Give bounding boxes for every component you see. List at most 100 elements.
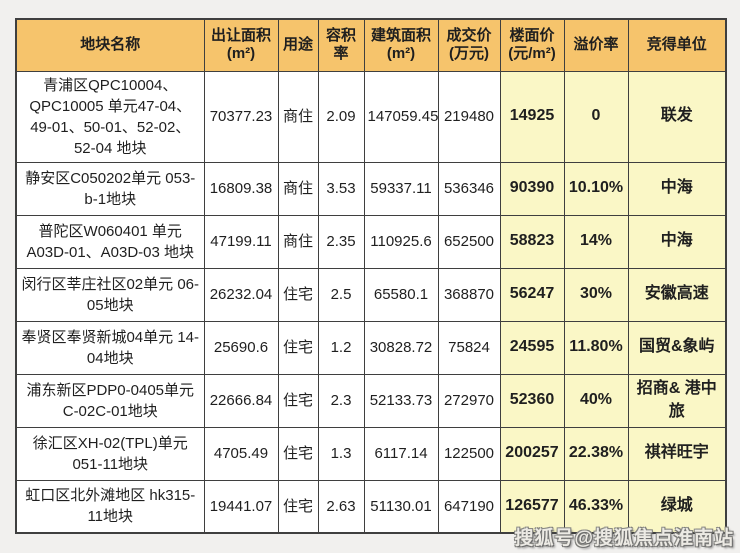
- floor-price-cell: 14925: [499, 70, 565, 163]
- building-area-cell: 52133.73: [363, 373, 439, 428]
- header-unit: (m²): [226, 45, 256, 63]
- table-row: 闵行区莘庄社区02单元 06-05地块 26232.04 住宅 2.5 6558…: [15, 267, 727, 322]
- premium-rate-cell: 40%: [563, 373, 629, 428]
- col-header-parcel-name: 地块名称: [15, 18, 205, 72]
- winner-cell: 中海: [627, 161, 727, 216]
- col-header-transfer-area: 出让面积 (m²): [203, 18, 279, 72]
- premium-rate-cell: 11.80%: [563, 320, 629, 375]
- table-row: 青浦区QPC10004、QPC10005 单元47-04、49-01、50-01…: [15, 70, 727, 163]
- floor-price-cell: 90390: [499, 161, 565, 216]
- transfer-area-cell: 4705.49: [203, 426, 279, 481]
- header-label: 出让面积: [210, 26, 271, 44]
- floor-price-cell: 126577: [499, 479, 565, 534]
- transfer-area-cell: 22666.84: [203, 373, 279, 428]
- table-row: 静安区C050202单元 053-b-1地块 16809.38 商住 3.53 …: [15, 161, 727, 216]
- land-transaction-table: 地块名称 出让面积 (m²) 用途 容积率 建筑面积 (m²) 成交价 (万元) 楼面…: [15, 18, 727, 534]
- deal-price-cell: 272970: [437, 373, 501, 428]
- floor-price-cell: 58823: [499, 214, 565, 269]
- table-row: 奉贤区奉贤新城04单元 14-04地块 25690.6 住宅 1.2 30828…: [15, 320, 727, 375]
- transfer-area-cell: 26232.04: [203, 267, 279, 322]
- parcel-name-cell: 虹口区北外滩地区 hk315-11地块: [15, 479, 205, 534]
- building-area-cell: 147059.45: [363, 70, 439, 163]
- parcel-name-cell: 浦东新区PDP0-0405单元 C-02C-01地块: [15, 373, 205, 428]
- deal-price-cell: 536346: [437, 161, 501, 216]
- col-header-use-type: 用途: [277, 18, 319, 72]
- header-label: 溢价率: [573, 35, 619, 53]
- parcel-name-cell: 闵行区莘庄社区02单元 06-05地块: [15, 267, 205, 322]
- table-row: 徐汇区XH-02(TPL)单元 051-11地块 4705.49 住宅 1.3 …: [15, 426, 727, 481]
- col-header-floor-price: 楼面价 (元/m²): [499, 18, 565, 72]
- header-label: 用途: [282, 35, 313, 53]
- deal-price-cell: 122500: [437, 426, 501, 481]
- header-unit: (元/m²): [508, 45, 556, 63]
- header-unit: (万元): [449, 45, 489, 63]
- transfer-area-cell: 16809.38: [203, 161, 279, 216]
- building-area-cell: 30828.72: [363, 320, 439, 375]
- plot-ratio-cell: 2.09: [317, 70, 365, 163]
- deal-price-cell: 219480: [437, 70, 501, 163]
- deal-price-cell: 368870: [437, 267, 501, 322]
- col-header-deal-price: 成交价 (万元): [437, 18, 501, 72]
- building-area-cell: 65580.1: [363, 267, 439, 322]
- col-header-building-area: 建筑面积 (m²): [363, 18, 439, 72]
- transfer-area-cell: 25690.6: [203, 320, 279, 375]
- deal-price-cell: 652500: [437, 214, 501, 269]
- use-type-cell: 商住: [277, 214, 319, 269]
- table-row: 虹口区北外滩地区 hk315-11地块 19441.07 住宅 2.63 511…: [15, 479, 727, 534]
- winner-cell: 招商& 港中旅: [627, 373, 727, 428]
- header-label: 容积率: [325, 26, 356, 63]
- winner-cell: 祺祥旺宇: [627, 426, 727, 481]
- premium-rate-cell: 10.10%: [563, 161, 629, 216]
- plot-ratio-cell: 2.5: [317, 267, 365, 322]
- header-label: 建筑面积: [370, 26, 431, 44]
- parcel-name-cell: 普陀区W060401 单元 A03D-01、A03D-03 地块: [15, 214, 205, 269]
- floor-price-cell: 24595: [499, 320, 565, 375]
- premium-rate-cell: 0: [563, 70, 629, 163]
- watermark: 搜狐号@搜狐焦点淮南站: [514, 528, 734, 549]
- table-row: 普陀区W060401 单元 A03D-01、A03D-03 地块 47199.1…: [15, 214, 727, 269]
- use-type-cell: 住宅: [277, 267, 319, 322]
- use-type-cell: 住宅: [277, 320, 319, 375]
- transfer-area-cell: 70377.23: [203, 70, 279, 163]
- winner-cell: 绿城: [627, 479, 727, 534]
- building-area-cell: 59337.11: [363, 161, 439, 216]
- premium-rate-cell: 46.33%: [563, 479, 629, 534]
- use-type-cell: 住宅: [277, 426, 319, 481]
- plot-ratio-cell: 2.3: [317, 373, 365, 428]
- use-type-cell: 住宅: [277, 479, 319, 534]
- parcel-name-cell: 静安区C050202单元 053-b-1地块: [15, 161, 205, 216]
- building-area-cell: 51130.01: [363, 479, 439, 534]
- use-type-cell: 商住: [277, 70, 319, 163]
- plot-ratio-cell: 3.53: [317, 161, 365, 216]
- header-label: 成交价: [446, 26, 492, 44]
- plot-ratio-cell: 1.2: [317, 320, 365, 375]
- header-label: 地块名称: [80, 35, 141, 53]
- winner-cell: 国贸&象屿: [627, 320, 727, 375]
- parcel-name-cell: 奉贤区奉贤新城04单元 14-04地块: [15, 320, 205, 375]
- floor-price-cell: 52360: [499, 373, 565, 428]
- header-label: 竞得单位: [646, 35, 707, 53]
- table-row: 浦东新区PDP0-0405单元 C-02C-01地块 22666.84 住宅 2…: [15, 373, 727, 428]
- parcel-name-cell: 徐汇区XH-02(TPL)单元 051-11地块: [15, 426, 205, 481]
- building-area-cell: 110925.6: [363, 214, 439, 269]
- transfer-area-cell: 19441.07: [203, 479, 279, 534]
- col-header-winner: 竞得单位: [627, 18, 727, 72]
- parcel-name-cell: 青浦区QPC10004、QPC10005 单元47-04、49-01、50-01…: [15, 70, 205, 163]
- plot-ratio-cell: 1.3: [317, 426, 365, 481]
- use-type-cell: 住宅: [277, 373, 319, 428]
- winner-cell: 联发: [627, 70, 727, 163]
- plot-ratio-cell: 2.35: [317, 214, 365, 269]
- deal-price-cell: 75824: [437, 320, 501, 375]
- deal-price-cell: 647190: [437, 479, 501, 534]
- premium-rate-cell: 14%: [563, 214, 629, 269]
- use-type-cell: 商住: [277, 161, 319, 216]
- premium-rate-cell: 30%: [563, 267, 629, 322]
- col-header-plot-ratio: 容积率: [317, 18, 365, 72]
- premium-rate-cell: 22.38%: [563, 426, 629, 481]
- header-row: 地块名称 出让面积 (m²) 用途 容积率 建筑面积 (m²) 成交价 (万元) 楼面…: [15, 18, 727, 72]
- building-area-cell: 6117.14: [363, 426, 439, 481]
- col-header-premium-rate: 溢价率: [563, 18, 629, 72]
- floor-price-cell: 200257: [499, 426, 565, 481]
- header-label: 楼面价: [509, 26, 555, 44]
